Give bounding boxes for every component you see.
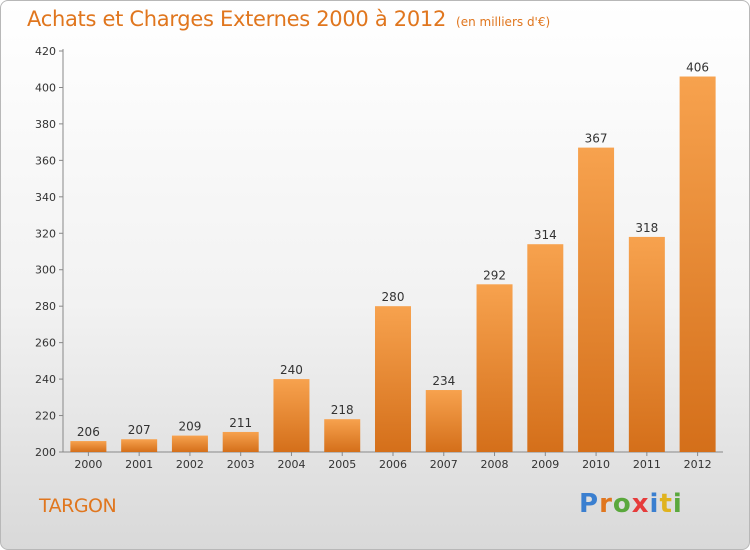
x-tick-label: 2010 xyxy=(582,458,610,471)
value-label-2006: 280 xyxy=(382,290,405,304)
bar-2003 xyxy=(222,431,259,452)
value-labels: 206 207 209 211 240 218 280 234 292 314 367 318 406 xyxy=(77,61,709,440)
bar-2012 xyxy=(679,76,716,452)
y-tick-label: 200 xyxy=(35,446,56,459)
commune-name: TARGON xyxy=(39,495,117,517)
y-tick-label: 240 xyxy=(35,373,56,386)
value-label-2012: 406 xyxy=(686,61,709,75)
x-tick-label: 2003 xyxy=(227,458,255,471)
value-label-2008: 292 xyxy=(483,268,506,282)
value-label-2011: 318 xyxy=(635,221,658,235)
y-axis: 200 220 240 260 280 300 320 340 360 380 400 420 xyxy=(35,45,64,459)
x-tick-label: 2011 xyxy=(633,458,661,471)
bar-2004 xyxy=(273,379,310,452)
y-tick-label: 280 xyxy=(35,300,56,313)
chart-title: Achats et Charges Externes 2000 à 2012 (e… xyxy=(27,7,550,31)
bar-2007 xyxy=(425,390,462,452)
x-tick-label: 2001 xyxy=(125,458,153,471)
y-tick-label: 220 xyxy=(35,410,56,423)
x-tick-label: 2005 xyxy=(328,458,356,471)
y-tick-label: 400 xyxy=(35,81,56,94)
bar-2011 xyxy=(628,236,665,452)
y-tick-label: 340 xyxy=(35,191,56,204)
y-tick-label: 420 xyxy=(35,45,56,58)
value-label-2000: 206 xyxy=(77,425,100,439)
bars xyxy=(70,76,716,452)
bar-2009 xyxy=(527,244,564,452)
x-tick-label: 2006 xyxy=(379,458,407,471)
value-label-2001: 207 xyxy=(128,423,151,437)
y-tick-label: 360 xyxy=(35,154,56,167)
value-label-2002: 209 xyxy=(178,420,201,434)
x-tick-label: 2004 xyxy=(277,458,305,471)
bar-2008 xyxy=(476,284,513,452)
bar-2000 xyxy=(70,441,107,452)
y-tick-label: 320 xyxy=(35,227,56,240)
bar-2010 xyxy=(578,147,615,452)
x-tick-label: 2012 xyxy=(684,458,712,471)
x-tick-label: 2009 xyxy=(531,458,559,471)
bar-2001 xyxy=(121,439,158,452)
bar-2006 xyxy=(375,306,411,452)
x-tick-label: 2000 xyxy=(74,458,102,471)
value-label-2004: 240 xyxy=(280,363,303,377)
proxiti-logo[interactable]: Proxiti xyxy=(579,489,683,519)
value-label-2005: 218 xyxy=(331,403,354,417)
y-tick-label: 260 xyxy=(35,337,56,350)
chart-title-text: Achats et Charges Externes 2000 à 2012 xyxy=(27,7,447,31)
x-tick-label: 2002 xyxy=(176,458,204,471)
bar-2002 xyxy=(171,435,208,452)
value-label-2009: 314 xyxy=(534,228,557,242)
y-tick-label: 300 xyxy=(35,264,56,277)
value-label-2007: 234 xyxy=(432,374,455,388)
chart-unit: (en milliers d'€) xyxy=(456,15,551,29)
x-tick-label: 2007 xyxy=(430,458,458,471)
value-label-2003: 211 xyxy=(229,416,252,430)
x-tick-label: 2008 xyxy=(481,458,509,471)
value-label-2010: 367 xyxy=(585,132,608,146)
x-axis: 2000 2001 2002 2003 2004 2005 2006 2007 2008 2009… xyxy=(63,451,723,471)
bar-2005 xyxy=(324,419,361,452)
y-tick-label: 380 xyxy=(35,118,56,131)
